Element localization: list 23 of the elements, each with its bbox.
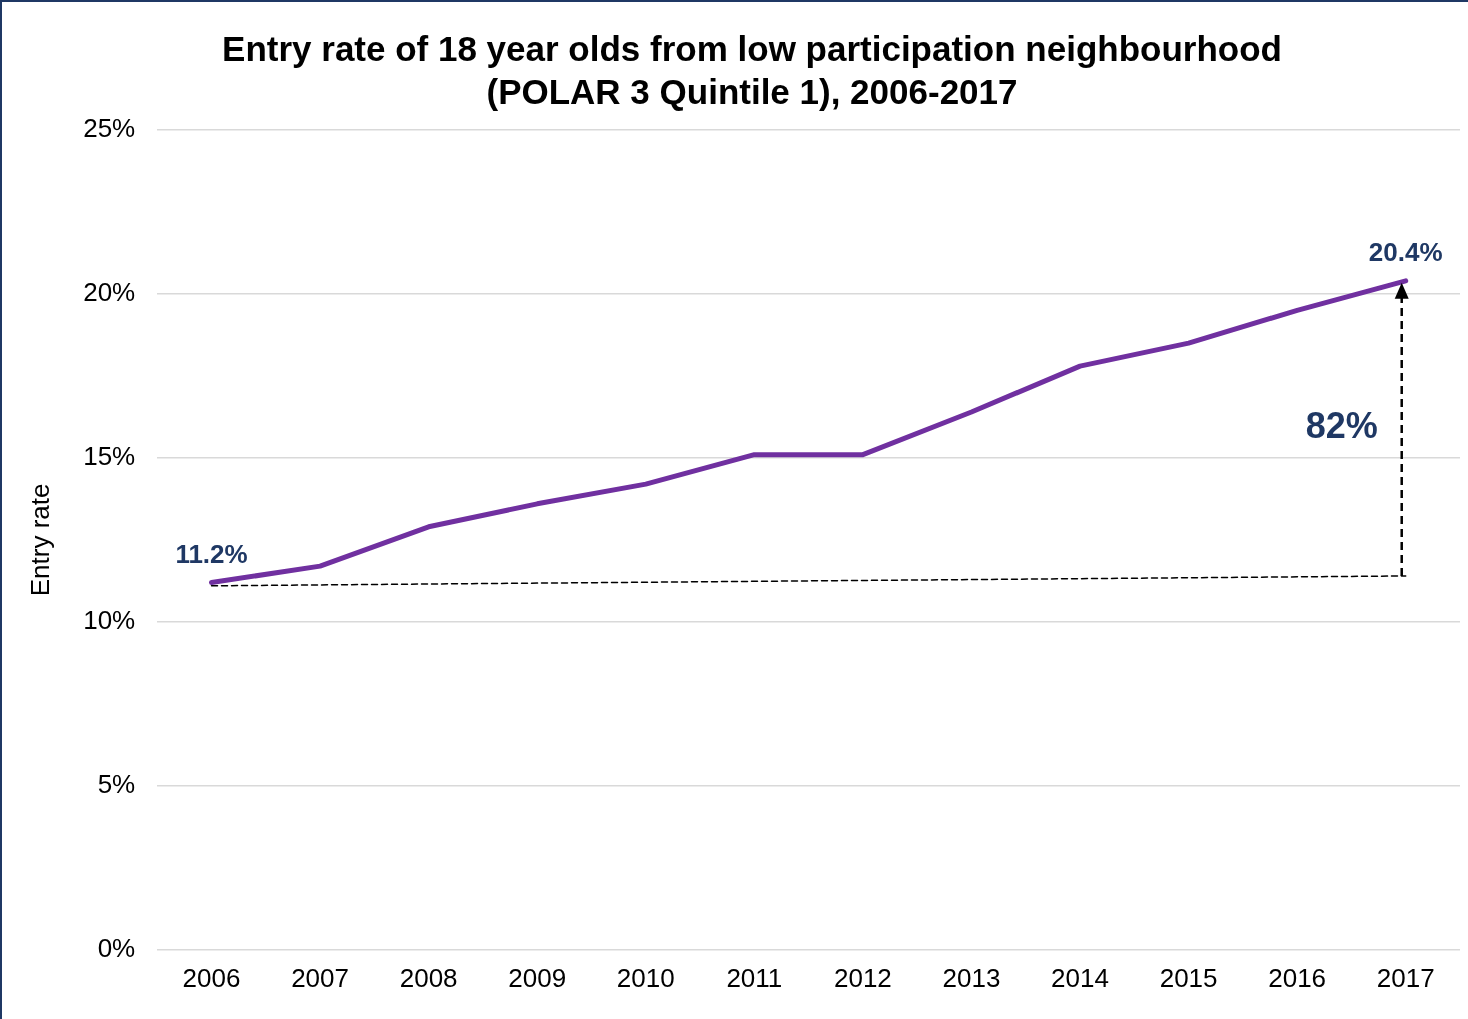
- x-tick-label: 2008: [399, 962, 458, 993]
- y-tick-label: 10%: [83, 605, 136, 636]
- data-label: 11.2%: [175, 538, 248, 569]
- x-tick-label: 2016: [1268, 962, 1327, 993]
- x-tick-label: 2007: [291, 962, 350, 993]
- y-tick-label: 0%: [97, 932, 136, 963]
- x-tick-label: 2015: [1159, 962, 1218, 993]
- x-tick-label: 2013: [942, 962, 1001, 993]
- x-tick-label: 2017: [1376, 962, 1435, 993]
- x-tick-label: 2014: [1051, 962, 1109, 993]
- x-tick-label: 2006: [182, 962, 241, 993]
- x-tick-label: 2012: [833, 962, 892, 993]
- y-axis-title: Entry rate: [24, 483, 55, 597]
- x-tick-label: 2009: [508, 962, 567, 993]
- y-tick-label: 25%: [83, 113, 136, 144]
- x-tick-label: 2011: [726, 962, 783, 993]
- x-tick-label: 2010: [616, 962, 675, 993]
- chart-title: Entry rate of 18 year olds from low participation neighbourhood (POLAR 3 Quintile 1), 2006-2017: [221, 28, 1283, 113]
- y-tick-label: 5%: [97, 769, 136, 800]
- y-tick-label: 15%: [83, 441, 136, 472]
- annotation: 82%: [1305, 405, 1378, 447]
- y-tick-label: 20%: [83, 277, 136, 308]
- data-label: 20.4%: [1368, 237, 1443, 268]
